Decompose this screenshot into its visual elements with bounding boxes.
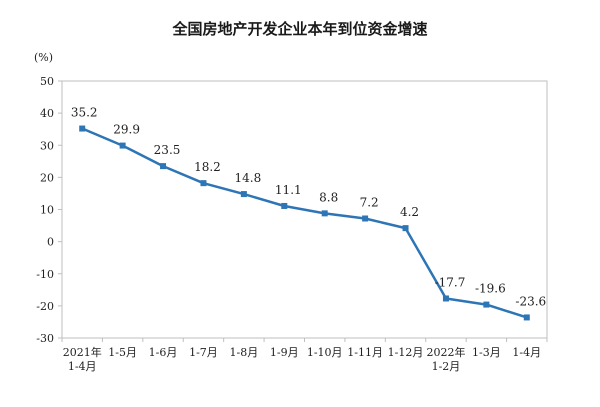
x-tick-label-line: 1-4月 — [512, 346, 541, 359]
y-axis: 50 40 30 20 10 0 -10 -20 -30 — [36, 75, 62, 345]
x-tick-label: 1-8月 — [230, 346, 259, 359]
data-label: 4.2 — [400, 205, 419, 219]
x-axis: 2021年 1-4月1-5月 1-6月 1-7月 1-8月 1-9月 1-10月 1-11月 1… — [61, 338, 548, 373]
data-label: 18.2 — [194, 160, 221, 174]
x-tick-label-line: 1-10月 — [307, 346, 343, 359]
y-tick-label: 30 — [40, 139, 54, 152]
data-label: 23.5 — [154, 143, 181, 157]
x-tick-label: 1-11月 — [347, 346, 383, 359]
data-label: 29.9 — [113, 123, 140, 137]
y-tick-label: -20 — [36, 300, 54, 313]
x-tick-label-line: 1-11月 — [347, 346, 383, 359]
y-tick-label: 10 — [40, 204, 54, 217]
x-tick-label-line: 1-4月 — [68, 360, 97, 373]
x-tick-label: 2021年 1-4月 — [63, 345, 102, 373]
data-point — [362, 215, 369, 222]
x-tick-label-line: 1-9月 — [270, 346, 299, 359]
x-tick-label: 1-9月 — [270, 346, 299, 359]
x-tick-label: 1-4月 — [512, 346, 541, 359]
x-tick-label: 1-7月 — [189, 346, 218, 359]
y-tick-label: -10 — [36, 268, 54, 281]
x-tick-label-line: 1-2月 — [432, 360, 461, 373]
y-tick-label: -30 — [36, 332, 54, 345]
data-label: 11.1 — [275, 183, 302, 197]
data-points — [79, 125, 530, 321]
data-point — [119, 142, 126, 149]
data-point — [240, 191, 247, 198]
x-tick-label-line: 2021年 — [63, 345, 102, 359]
data-point — [402, 225, 409, 232]
data-label: 14.8 — [235, 171, 262, 185]
x-tick-label-line: 1-8月 — [230, 346, 259, 359]
y-axis-unit: (%) — [34, 51, 53, 64]
y-tick-label: 40 — [40, 107, 54, 120]
data-point — [483, 301, 490, 308]
data-point — [79, 125, 86, 132]
data-point — [442, 295, 449, 302]
data-label: 8.8 — [319, 190, 338, 204]
data-point — [523, 314, 530, 321]
y-tick-label: 0 — [47, 236, 54, 249]
chart-title: 全国房地产开发企业本年到位资金增速 — [172, 20, 428, 38]
x-tick-label: 1-6月 — [149, 346, 178, 359]
x-tick-label: 1-12月 — [388, 346, 424, 359]
data-label: 7.2 — [360, 195, 379, 209]
x-tick-label-line: 1-6月 — [149, 346, 178, 359]
data-labels: 35.2 29.9 23.5 18.2 14.8 11.1 8.8 7.2 4.2 -17.7 -1… — [71, 106, 546, 309]
data-label: 35.2 — [71, 106, 98, 120]
series-line — [81, 127, 528, 319]
y-tick-label: 20 — [40, 171, 54, 184]
x-tick-label-line: 1-12月 — [388, 346, 424, 359]
x-tick-label: 1-3月 — [472, 346, 501, 359]
data-label: -19.6 — [475, 282, 506, 296]
data-point — [160, 163, 167, 170]
x-tick-label-line: 1-5月 — [108, 346, 137, 359]
x-tick-label: 1-10月 — [307, 346, 343, 359]
data-point — [281, 202, 288, 209]
x-tick-label: 2022年 1-2月 — [426, 345, 465, 373]
x-tick-label-line: 1-3月 — [472, 346, 501, 359]
data-point — [321, 210, 328, 217]
x-tick-label: 1-5月 — [108, 346, 137, 359]
data-point — [200, 180, 207, 187]
data-label: -23.6 — [515, 294, 546, 308]
y-tick-label: 50 — [40, 75, 54, 88]
data-label: -17.7 — [435, 275, 466, 289]
x-tick-label-line: 1-7月 — [189, 346, 218, 359]
x-tick-label-line: 2022年 — [426, 345, 465, 359]
